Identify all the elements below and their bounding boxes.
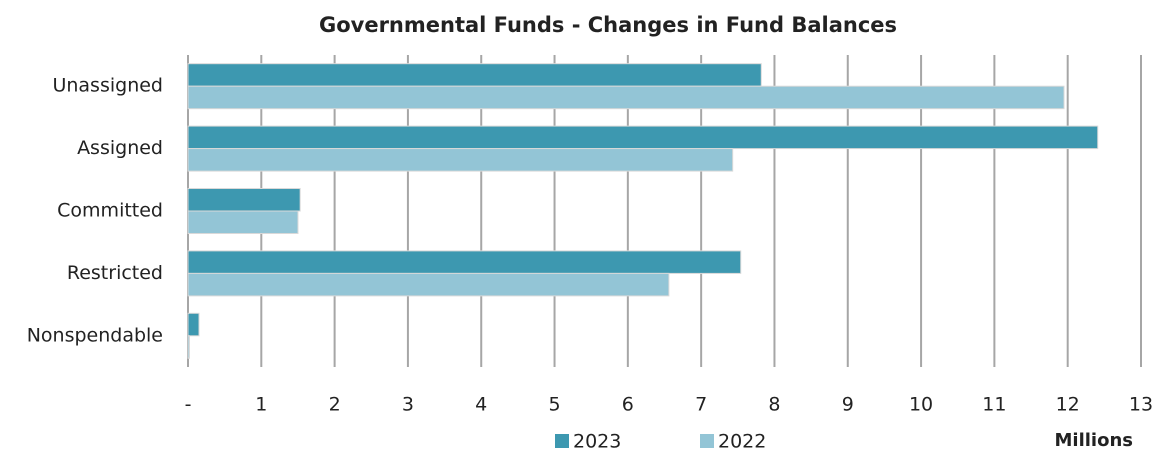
x-tick-label: 8: [768, 394, 780, 416]
y-tick-label: Restricted: [67, 262, 163, 284]
y-tick-label: Committed: [57, 200, 163, 222]
bar: [187, 85, 1065, 110]
x-tick-label: 4: [475, 394, 487, 416]
x-tick-label: 3: [402, 394, 414, 416]
x-tick-label: 9: [842, 394, 854, 416]
chart-title: Governmental Funds - Changes in Fund Bal…: [319, 13, 897, 37]
x-tick-label: 7: [695, 394, 707, 416]
x-tick-label: 13: [1129, 394, 1153, 416]
y-tick-label: Unassigned: [52, 75, 163, 97]
y-tick-label: Assigned: [77, 137, 163, 159]
x-tick-label: 1: [255, 394, 267, 416]
x-tick-label: 2: [329, 394, 341, 416]
x-tick-label: 5: [548, 394, 560, 416]
bar: [187, 125, 1099, 150]
legend-label: 2023: [573, 431, 621, 453]
x-tick-label: 6: [622, 394, 634, 416]
bar: [187, 148, 734, 172]
bar: [187, 335, 190, 359]
bar: [187, 250, 742, 274]
x-tick-label: -: [185, 394, 192, 416]
x-axis-label: Millions: [1055, 430, 1134, 451]
bar: [187, 188, 301, 212]
x-tick-label: 12: [1056, 394, 1080, 416]
bar: [187, 63, 762, 87]
legend-label: 2022: [718, 431, 766, 453]
bar: [187, 312, 200, 337]
y-tick-label: Nonspendable: [27, 324, 163, 346]
x-tick-label: 10: [909, 394, 933, 416]
legend-swatch: [555, 434, 569, 448]
x-tick-label: 11: [982, 394, 1006, 416]
legend-swatch: [700, 434, 714, 448]
bar: [187, 210, 299, 234]
bar: [187, 272, 670, 297]
